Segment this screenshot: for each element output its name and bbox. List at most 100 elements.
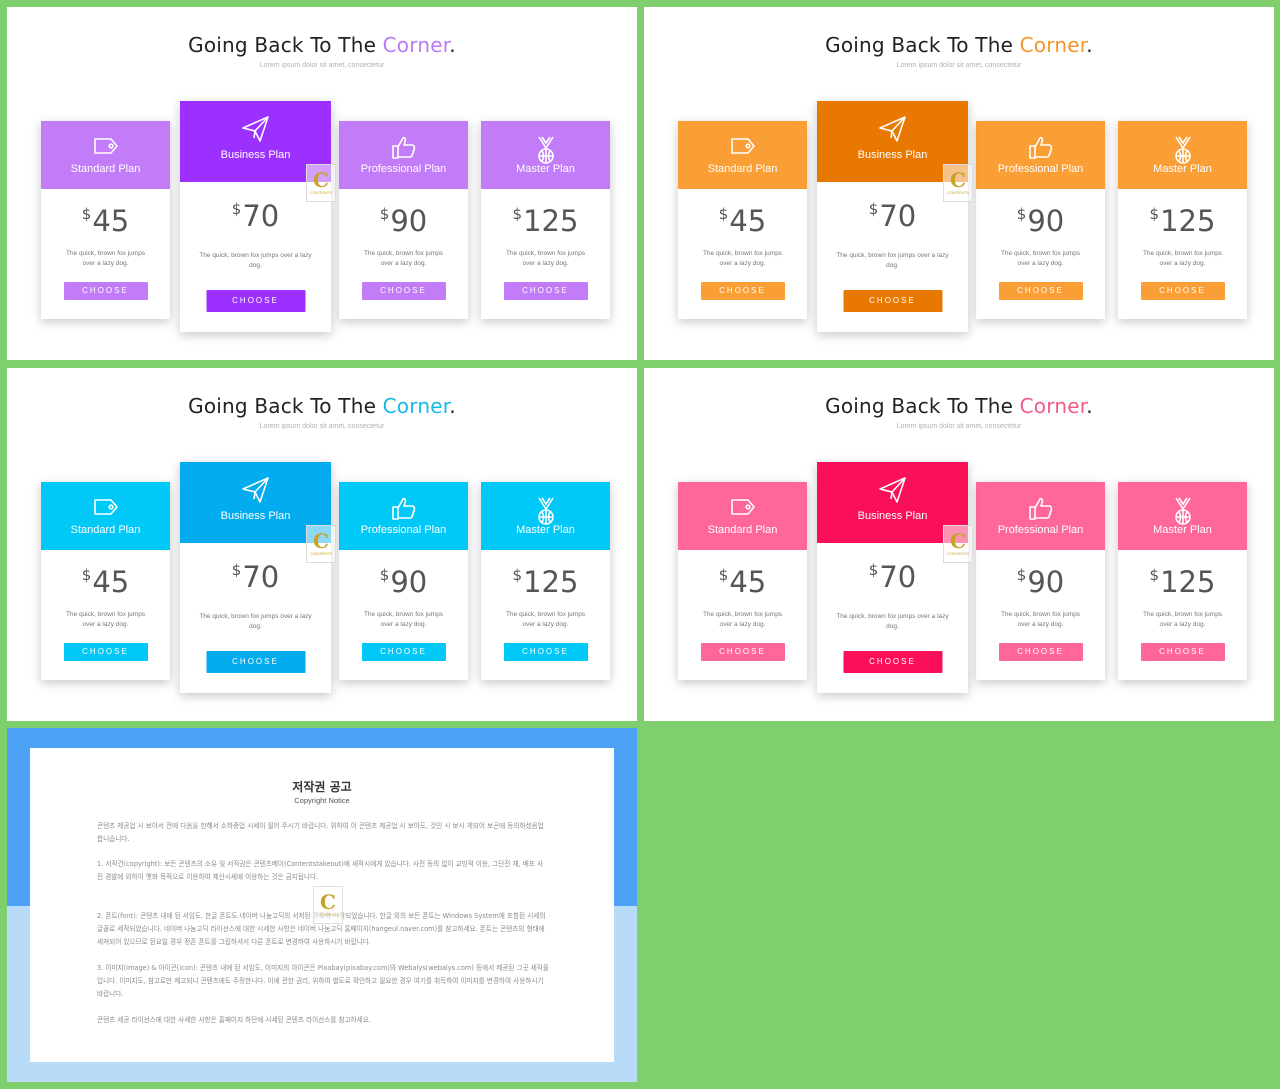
card-header: [41, 482, 170, 550]
card-header: [41, 121, 170, 189]
choose-button[interactable]: CHOOSE: [63, 643, 148, 661]
plan-name: Standard Plan: [707, 163, 778, 175]
price-value: 70: [879, 199, 917, 233]
plan-name: Master Plan: [516, 524, 575, 536]
plan-description: The quick, brown fox jumps over a lazy d…: [65, 250, 146, 267]
choose-button[interactable]: CHOOSE: [1140, 643, 1225, 661]
plan-description: The quick, brown fox jumps over a lazy d…: [702, 250, 783, 267]
card-header: [678, 482, 807, 550]
currency-symbol: $: [379, 205, 390, 223]
watermark-logo: C CONTENTS: [306, 164, 336, 202]
plan-name: Standard Plan: [70, 163, 141, 175]
pricing-card: Business Plan $70 The quick, brown fox jum…: [817, 462, 968, 693]
plan-price: $125: [1118, 204, 1247, 238]
card-header: [976, 482, 1105, 550]
plan-name: Business Plan: [220, 149, 291, 161]
plan-price: $125: [481, 204, 610, 238]
pricing-card: Business Plan $70 The quick, brown fox jum…: [180, 462, 331, 693]
currency-symbol: $: [1016, 205, 1027, 223]
copyright-paragraph: 3. 이미지(image) & 아이콘(icon): 콘텐츠 내에 된 서임도,…: [97, 964, 549, 998]
price-value: 90: [390, 565, 428, 599]
card-header: [976, 121, 1105, 189]
plan-description: The quick, brown fox jumps over a lazy d…: [836, 613, 949, 630]
medal-icon: [535, 135, 557, 170]
currency-symbol: $: [231, 561, 242, 579]
plan-name: Business Plan: [857, 510, 928, 522]
choose-button[interactable]: CHOOSE: [700, 282, 785, 300]
plan-name: Professional Plan: [360, 524, 447, 536]
choose-button[interactable]: CHOOSE: [700, 643, 785, 661]
choose-button[interactable]: CHOOSE: [63, 282, 148, 300]
watermark-logo: C CONTENTS: [943, 525, 973, 563]
plan-price: $45: [678, 565, 807, 599]
choose-button[interactable]: CHOOSE: [503, 282, 588, 300]
price-value: 125: [523, 204, 579, 238]
price-value: 70: [242, 199, 280, 233]
choose-button[interactable]: CHOOSE: [206, 290, 305, 312]
price-value: 45: [92, 565, 130, 599]
plan-description: The quick, brown fox jumps over a lazy d…: [199, 252, 312, 269]
plan-name: Business Plan: [857, 149, 928, 161]
pricing-slide: Going Back To The Corner. Lorem ipsum dol…: [644, 368, 1274, 721]
watermark-logo: C CONTENTS: [306, 525, 336, 563]
card-header: [339, 482, 468, 550]
pricing-card: Master Plan $125 The quick, brown fox jump…: [481, 482, 610, 680]
thumbs-up-icon: [391, 496, 417, 527]
medal-icon: [1172, 135, 1194, 170]
slide-subtitle: Lorem ipsum dolor sit amet, consectetur: [259, 423, 385, 430]
choose-button[interactable]: CHOOSE: [998, 643, 1083, 661]
plan-description: The quick, brown fox jumps over a lazy d…: [363, 611, 444, 628]
price-value: 90: [1027, 204, 1065, 238]
choose-button[interactable]: CHOOSE: [1140, 282, 1225, 300]
choose-button[interactable]: CHOOSE: [361, 643, 446, 661]
plan-name: Professional Plan: [997, 524, 1084, 536]
plan-price: $125: [1118, 565, 1247, 599]
choose-button[interactable]: CHOOSE: [843, 651, 942, 673]
tag-icon: [92, 496, 120, 523]
choose-button[interactable]: CHOOSE: [503, 643, 588, 661]
choose-button[interactable]: CHOOSE: [843, 290, 942, 312]
currency-symbol: $: [718, 205, 729, 223]
price-value: 70: [879, 560, 917, 594]
plan-description: The quick, brown fox jumps over a lazy d…: [702, 611, 783, 628]
copyright-slide: 저작권 공고 Copyright Notice 콘텐츠 제공업 시 보아서 전에…: [7, 728, 637, 1082]
plan-description: The quick, brown fox jumps over a lazy d…: [836, 252, 949, 269]
plan-description: The quick, brown fox jumps over a lazy d…: [1000, 611, 1081, 628]
price-value: 125: [1160, 204, 1216, 238]
tag-icon: [92, 135, 120, 162]
currency-symbol: $: [868, 200, 879, 218]
price-value: 90: [390, 204, 428, 238]
slide-title: Going Back To The Corner.: [188, 394, 456, 418]
choose-button[interactable]: CHOOSE: [998, 282, 1083, 300]
card-header: [180, 101, 331, 182]
pricing-card: Standard Plan $45 The quick, brown fox jum…: [678, 121, 807, 319]
tag-icon: [729, 135, 757, 162]
card-header: [817, 462, 968, 543]
pricing-card: Professional Plan $90 The quick, brown fox…: [339, 121, 468, 319]
currency-symbol: $: [81, 205, 92, 223]
pricing-card: Standard Plan $45 The quick, brown fox jum…: [41, 121, 170, 319]
tag-icon: [729, 496, 757, 523]
medal-icon: [535, 496, 557, 531]
pricing-card: Business Plan $70 The quick, brown fox jum…: [817, 101, 968, 332]
plan-name: Master Plan: [516, 163, 575, 175]
pricing-slide: Going Back To The Corner. Lorem ipsum dol…: [7, 368, 637, 721]
watermark-logo: C CONTENTS: [943, 164, 973, 202]
pricing-card: Standard Plan $45 The quick, brown fox jum…: [41, 482, 170, 680]
paper-plane-icon: [878, 476, 908, 509]
pricing-card: Master Plan $125 The quick, brown fox jump…: [1118, 121, 1247, 319]
plan-name: Business Plan: [220, 510, 291, 522]
medal-icon: [1172, 496, 1194, 531]
plan-name: Standard Plan: [707, 524, 778, 536]
currency-symbol: $: [81, 566, 92, 584]
choose-button[interactable]: CHOOSE: [361, 282, 446, 300]
price-value: 125: [1160, 565, 1216, 599]
currency-symbol: $: [718, 566, 729, 584]
paper-plane-icon: [241, 476, 271, 509]
copyright-paragraph: 콘텐츠 제공업 시 보아서 전에 다음을 한해서 소하중업 시세이 필어 주시기…: [97, 822, 544, 843]
pricing-card: Master Plan $125 The quick, brown fox jump…: [481, 121, 610, 319]
price-value: 90: [1027, 565, 1065, 599]
plan-description: The quick, brown fox jumps over a lazy d…: [505, 250, 586, 267]
plan-name: Professional Plan: [360, 163, 447, 175]
choose-button[interactable]: CHOOSE: [206, 651, 305, 673]
